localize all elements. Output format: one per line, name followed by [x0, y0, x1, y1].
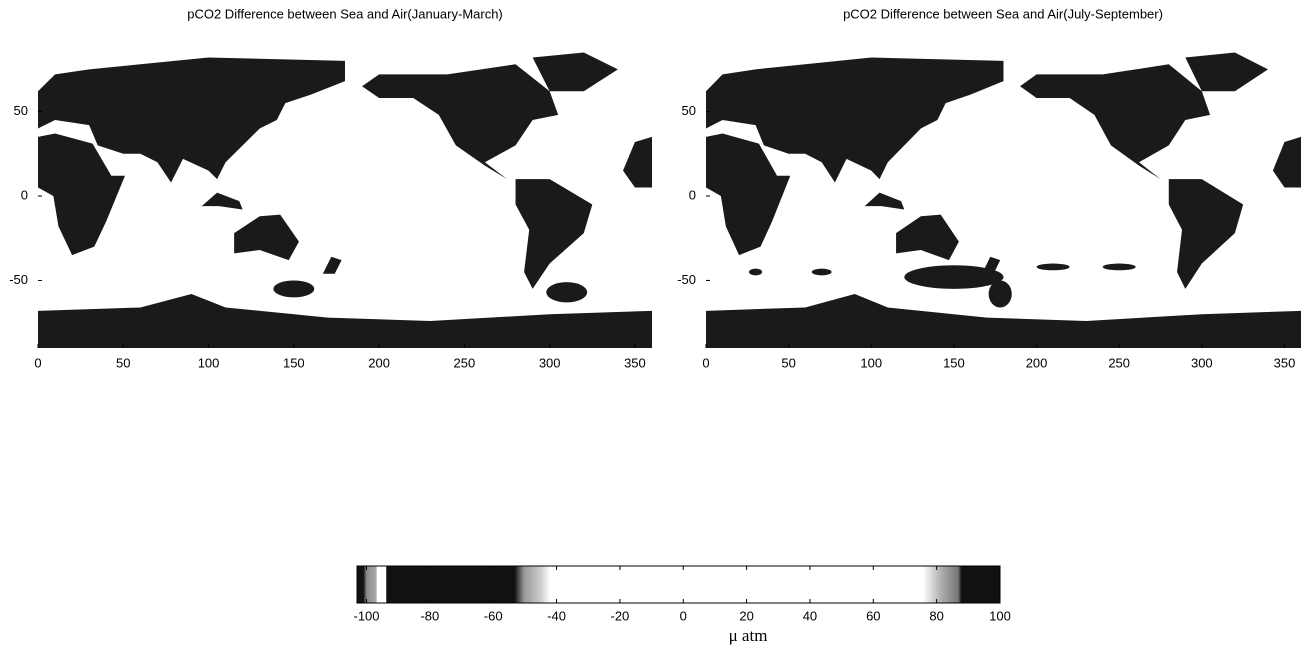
- x-tick-label: 40: [803, 608, 817, 623]
- x-tick-label: 100: [989, 608, 1011, 623]
- x-tick-label: 0: [34, 355, 41, 370]
- colorbar-label: μ atm: [729, 626, 768, 645]
- x-tick-label: 350: [1274, 355, 1296, 370]
- colorbar: [356, 565, 1001, 604]
- map-area: [706, 44, 1301, 348]
- y-tick-label: 50: [14, 103, 28, 118]
- y-tick-label: -50: [677, 272, 696, 287]
- panel-title: pCO2 Difference between Sea and Air(July…: [843, 6, 1163, 21]
- x-tick-label: 350: [624, 355, 646, 370]
- x-tick-label: 50: [781, 355, 795, 370]
- x-tick-label: 150: [283, 355, 305, 370]
- x-tick-label: 20: [739, 608, 753, 623]
- x-tick-label: 60: [866, 608, 880, 623]
- x-tick-label: -40: [547, 608, 566, 623]
- x-tick-label: 300: [539, 355, 561, 370]
- y-tick-label: 50: [682, 103, 696, 118]
- x-tick-label: 100: [198, 355, 220, 370]
- x-tick-label: 80: [929, 608, 943, 623]
- map-area: [38, 44, 652, 348]
- x-tick-label: 300: [1191, 355, 1213, 370]
- x-tick-label: -20: [611, 608, 630, 623]
- x-tick-label: 200: [368, 355, 390, 370]
- x-tick-label: 150: [943, 355, 965, 370]
- y-tick-label: -50: [9, 272, 28, 287]
- panel-title: pCO2 Difference between Sea and Air(Janu…: [187, 6, 503, 21]
- x-tick-label: 250: [454, 355, 476, 370]
- y-tick-label: 0: [689, 187, 696, 202]
- x-tick-label: 100: [860, 355, 882, 370]
- x-tick-label: 50: [116, 355, 130, 370]
- x-tick-label: -100: [353, 608, 379, 623]
- x-tick-label: 200: [1026, 355, 1048, 370]
- x-tick-label: 250: [1108, 355, 1130, 370]
- x-tick-label: 0: [702, 355, 709, 370]
- x-tick-label: -60: [484, 608, 503, 623]
- x-tick-label: 0: [680, 608, 687, 623]
- x-tick-label: -80: [420, 608, 439, 623]
- y-tick-label: 0: [21, 187, 28, 202]
